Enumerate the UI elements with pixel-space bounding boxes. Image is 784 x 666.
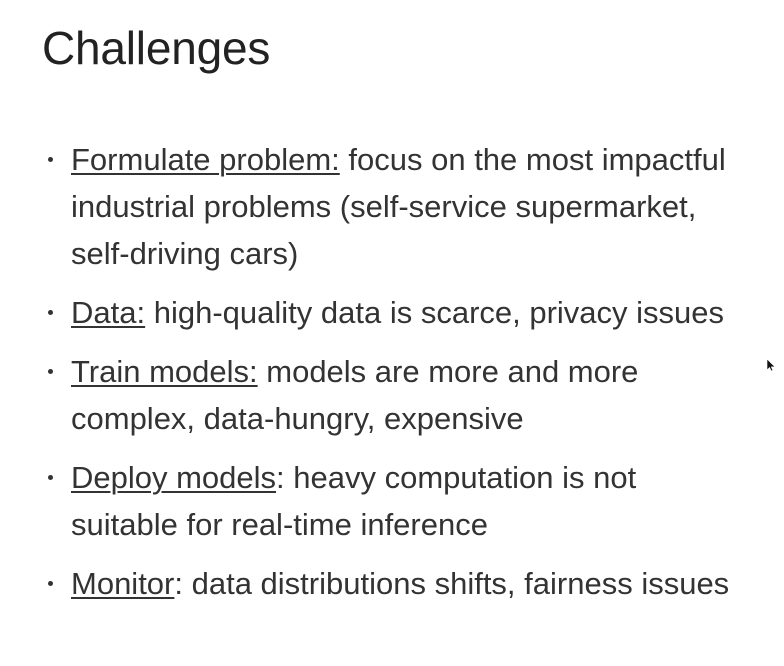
mouse-pointer-icon <box>766 358 776 372</box>
bullet-point-icon <box>48 581 53 586</box>
bullet-text-line: : heavy computation is not <box>276 460 637 495</box>
bullet-text-line: : data distributions shifts, fairness is… <box>174 566 730 601</box>
bullet-train-models: Train models: models are more and more c… <box>38 348 778 442</box>
bullet-point-icon <box>48 310 53 315</box>
bullet-term: Deploy models <box>71 460 277 495</box>
slide-title: Challenges <box>42 22 271 74</box>
bullet-text-line: focus on the most impactful <box>339 142 726 177</box>
bullet-text-line: industrial problems (self-service superm… <box>71 189 697 224</box>
bullet-deploy-models: Deploy models: heavy computation is not … <box>38 454 778 548</box>
bullet-text-line: suitable for real-time inference <box>71 507 488 542</box>
bullet-point-icon <box>48 157 53 162</box>
bullet-term: Monitor <box>71 566 175 601</box>
bullet-text-line: complex, data-hungry, expensive <box>71 401 524 436</box>
bullet-text-line: models are more and more <box>257 354 639 389</box>
bullet-text-line: self-driving cars) <box>71 236 299 271</box>
bullet-formulate-problem: Formulate problem: focus on the most imp… <box>38 136 778 277</box>
bullet-data: Data: high-quality data is scarce, priva… <box>38 289 778 336</box>
bullet-point-icon <box>48 369 53 374</box>
bullet-term: Train models: <box>71 354 258 389</box>
bullet-monitor: Monitor: data distributions shifts, fair… <box>38 560 778 607</box>
challenges-list: Formulate problem: focus on the most imp… <box>38 136 778 607</box>
bullet-term: Formulate problem: <box>71 142 340 177</box>
bullet-text-line: high-quality data is scarce, privacy iss… <box>145 295 725 330</box>
bullet-point-icon <box>48 475 53 480</box>
bullet-term: Data: <box>71 295 146 330</box>
